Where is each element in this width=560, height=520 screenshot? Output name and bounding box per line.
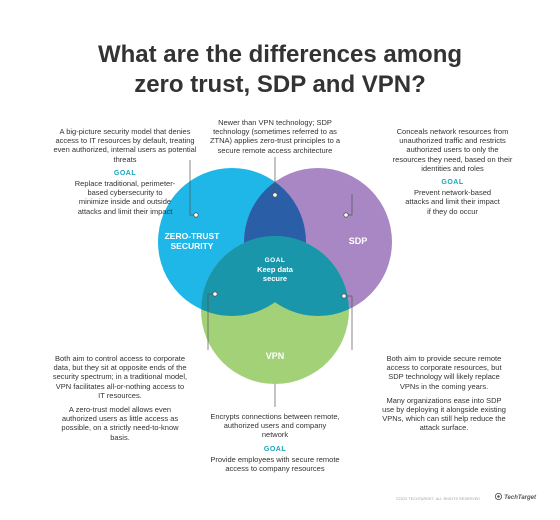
sdp-box: Conceals network resources from unauthor… (390, 127, 515, 216)
sdp-vpn-text-1: Both aim to provide secure remote access… (386, 354, 502, 391)
title-line-2: zero trust, SDP and VPN? (134, 71, 426, 98)
center-label: GOAL Keep data secure (250, 256, 300, 283)
vpn-goal-label: GOAL (263, 445, 287, 453)
zt-vpn-text-2: A zero-trust model allows even authorize… (61, 405, 179, 442)
page-title: What are the differences among zero trus… (30, 40, 530, 100)
copyright-note: ©2022 TECHTARGET. ALL RIGHTS RESERVED (396, 497, 480, 501)
vpn-goal: Provide employees with secure remote acc… (210, 454, 340, 474)
connector-dots (193, 192, 349, 299)
dot-zt-vpn (212, 291, 218, 297)
zero-trust-goal-label: GOAL (113, 169, 137, 177)
title-line-1: What are the differences among (97, 41, 463, 68)
brand-logo: TechTarget (495, 493, 536, 501)
techtarget-logo-icon (495, 493, 503, 500)
center-goal-label: GOAL (264, 257, 286, 264)
center-goal-text: Keep data secure (257, 265, 293, 283)
sdp-goal-label: GOAL (441, 179, 464, 187)
connector-sdp-vpn (344, 295, 353, 350)
brand-name: TechTarget (504, 495, 536, 501)
sdp-vpn-box: Both aim to provide secure remote access… (380, 354, 508, 433)
dot-sdp (343, 212, 349, 218)
sdp-goal: Prevent network-based attacks and limit … (405, 188, 500, 216)
zero-trust-goal: Replace traditional, perimeter-based cyb… (74, 179, 176, 216)
zero-trust-box: A big-picture security model that denies… (50, 127, 200, 216)
dot-sdp-vpn (341, 293, 347, 299)
zt-sdp-description: Newer than VPN technology; SDP technolog… (209, 118, 341, 155)
zt-vpn-text-1: Both aim to control access to corporate … (52, 354, 188, 400)
zt-sdp-box: Newer than VPN technology; SDP technolog… (205, 118, 345, 155)
zero-trust-label: ZERO-TRUST SECURITY (164, 231, 220, 251)
dot-zero-trust (193, 212, 199, 218)
vpn-description: Encrypts connections between remote, aut… (210, 412, 340, 440)
vpn-box: Encrypts connections between remote, aut… (210, 412, 340, 473)
vpn-label: VPN (265, 351, 285, 361)
sdp-description: Conceals network resources from unauthor… (392, 127, 513, 173)
sdp-vpn-text-2: Many organizations ease into SDP use by … (382, 395, 506, 433)
zt-vpn-box: Both aim to control access to corporate … (52, 354, 188, 442)
dot-zt-sdp (272, 192, 278, 198)
zero-trust-description: A big-picture security model that denies… (53, 127, 197, 164)
sdp-label: SDP (348, 236, 368, 246)
